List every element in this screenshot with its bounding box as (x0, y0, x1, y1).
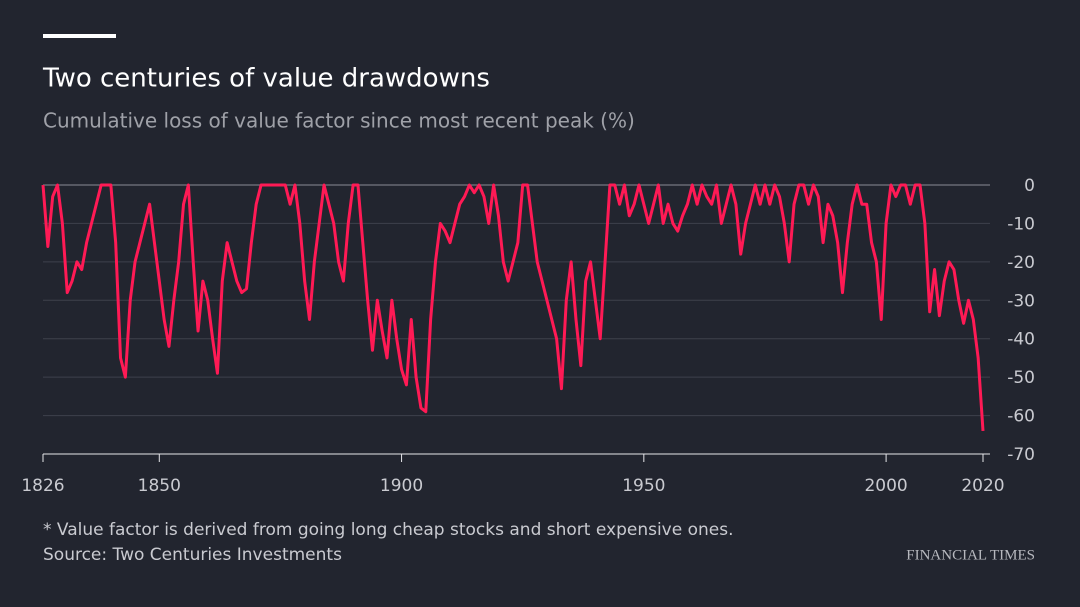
data-line (41, 183, 985, 432)
chart-title: Two centuries of value drawdowns (42, 64, 490, 94)
x-tick-label: 1826 (21, 476, 64, 496)
y-tick-label: -40 (1007, 330, 1035, 350)
x-tick-label: 1950 (622, 476, 665, 496)
y-tick-label: -50 (1007, 368, 1035, 388)
y-tick-label: -20 (1007, 253, 1035, 273)
x-tick-label: 1850 (138, 476, 181, 496)
y-tick-label: -70 (1007, 445, 1035, 465)
x-tick-label: 2020 (961, 476, 1004, 496)
footnote: * Value factor is derived from going lon… (43, 520, 734, 540)
chart-subtitle: Cumulative loss of value factor since mo… (43, 109, 635, 133)
title-bar (43, 34, 116, 38)
x-tick-label: 2000 (864, 476, 907, 496)
y-tick-label: -60 (1007, 407, 1035, 427)
x-tick-label: 1900 (380, 476, 423, 496)
y-tick-label: 0 (1024, 176, 1035, 196)
source: Source: Two Centuries Investments (43, 545, 342, 565)
y-tick-label: -10 (1007, 214, 1035, 234)
y-tick-label: -30 (1007, 291, 1035, 311)
brand: FINANCIAL TIMES (906, 547, 1035, 563)
